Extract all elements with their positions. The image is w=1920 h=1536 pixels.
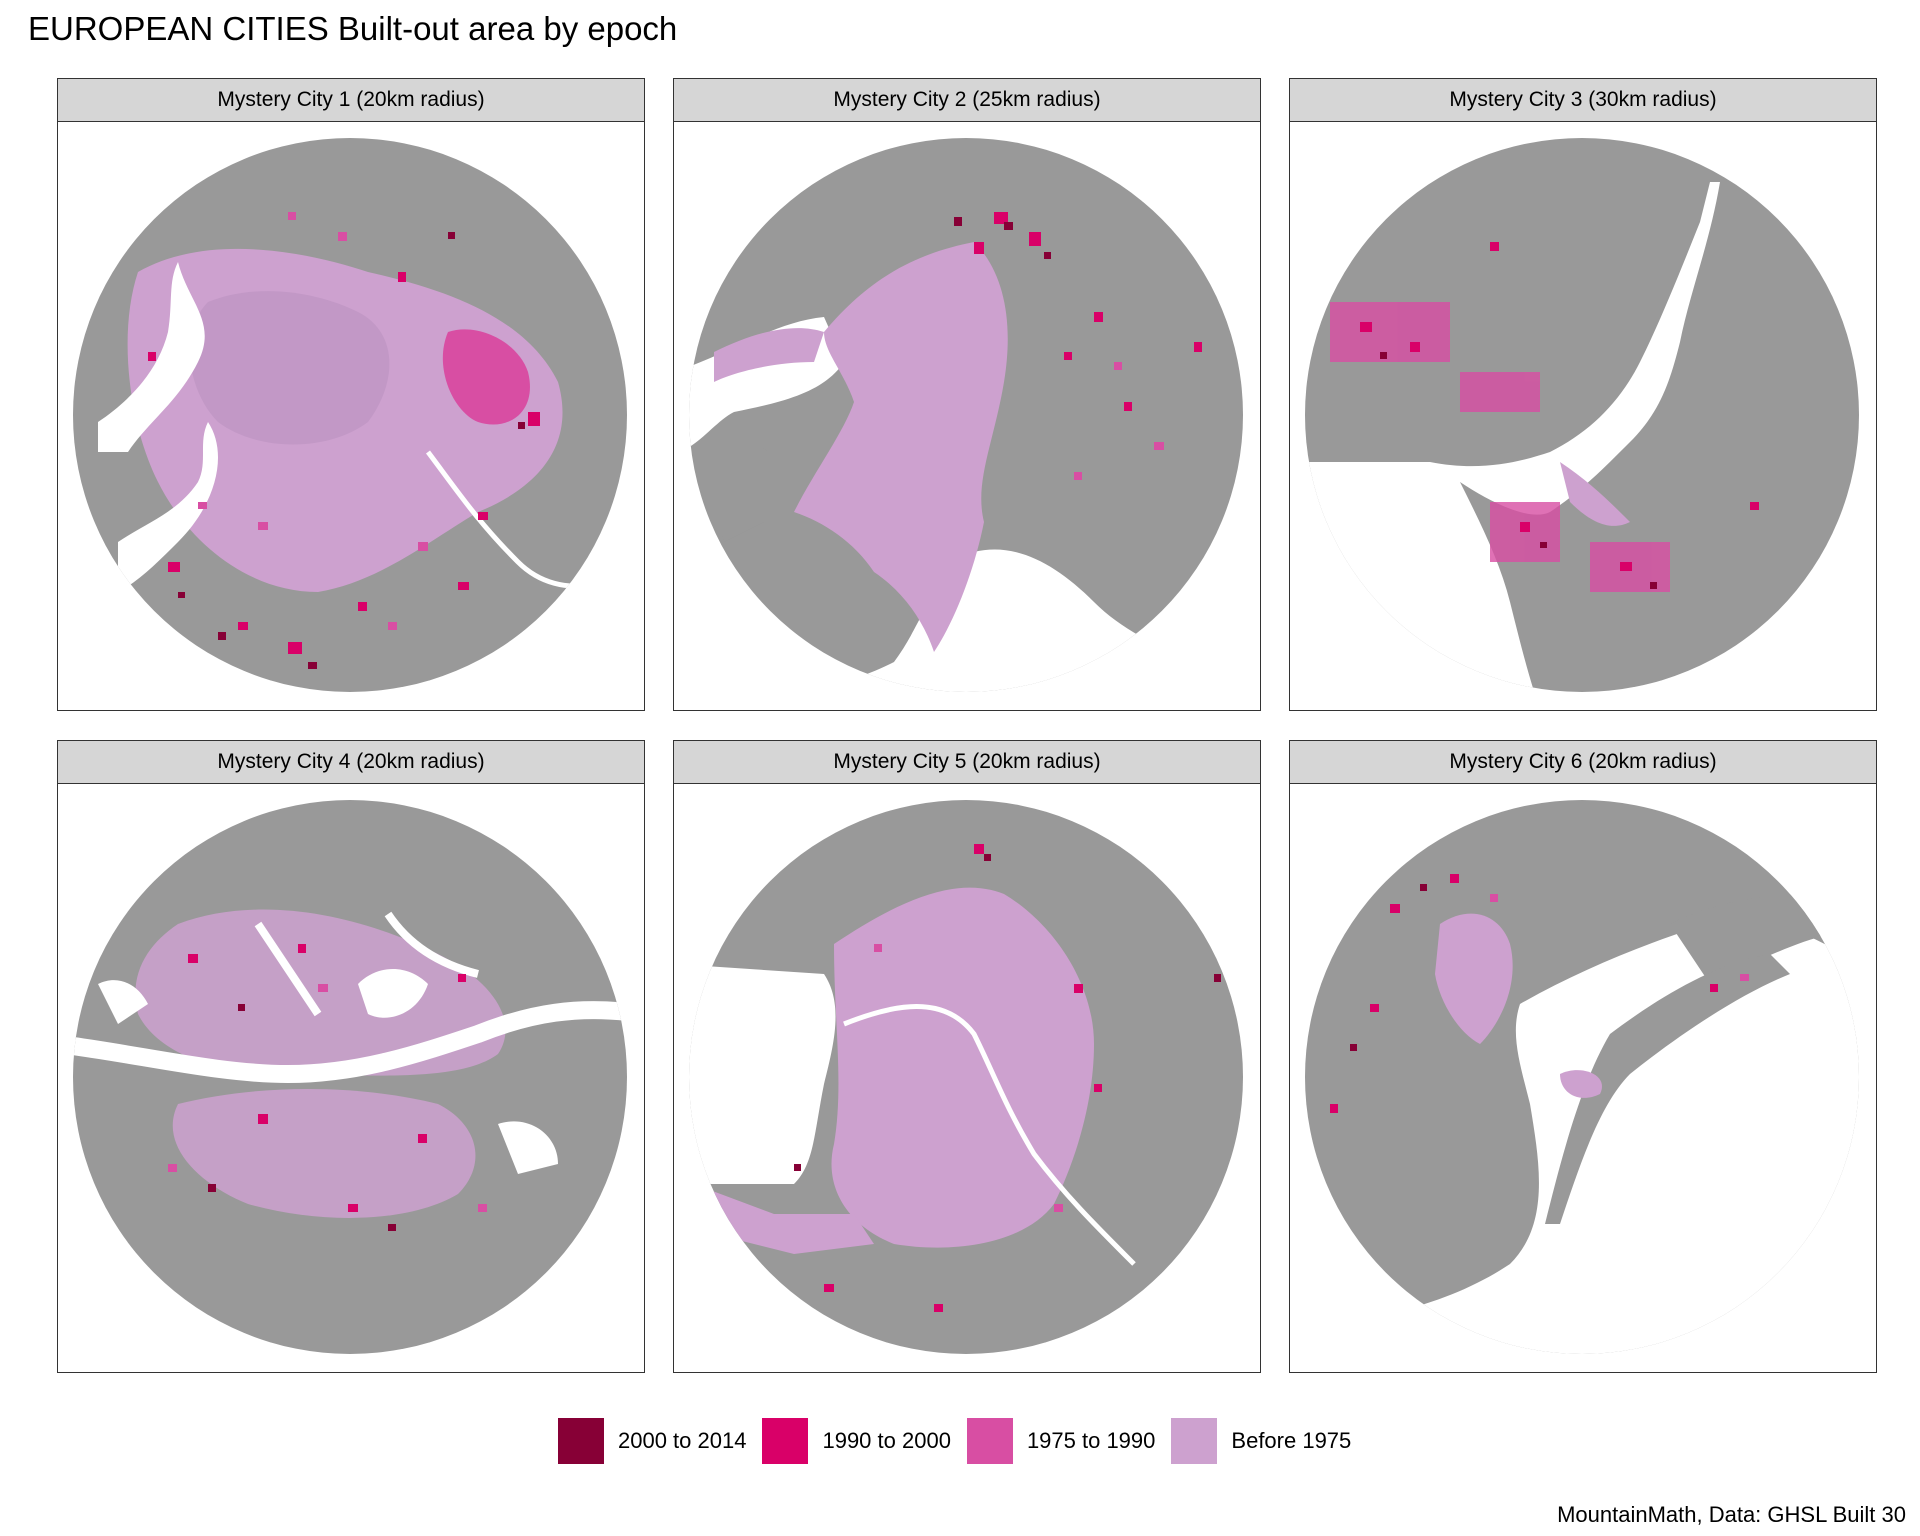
built-1975-1990-west [1330, 302, 1450, 362]
legend-label: Before 1975 [1231, 1428, 1352, 1453]
map-city-5 [689, 800, 1243, 1354]
lake-west [98, 262, 205, 452]
built-west-strip [714, 328, 824, 382]
legend-item-before-1975: Before 1975 [1171, 1418, 1351, 1464]
inlets [254, 911, 479, 1017]
built-before-1975-south [172, 1089, 476, 1218]
panel-strip-city-2: Mystery City 2 (25km radius) [674, 79, 1260, 122]
built-core [189, 291, 390, 445]
legend-swatch [558, 1418, 604, 1464]
map-city-4 [73, 800, 627, 1354]
lakes [98, 969, 558, 1174]
built-before-1975 [831, 887, 1094, 1248]
estuary [1305, 182, 1720, 515]
panel-strip-city-5: Mystery City 5 (20km radius) [674, 741, 1260, 784]
panel-city-5: Mystery City 5 (20km radius) [673, 740, 1261, 1373]
map-city-3 [1305, 138, 1859, 692]
mainland-east [1670, 894, 1830, 984]
river [843, 1004, 1136, 1266]
unbuilt-area [1305, 138, 1859, 692]
lake-southwest [118, 422, 218, 592]
legend-label: 2000 to 2014 [618, 1428, 747, 1453]
legend: 2000 to 2014 1990 to 2000 1975 to 1990 B… [558, 1418, 1367, 1464]
map-city-1 [73, 138, 627, 692]
gulf [689, 964, 836, 1184]
built-before-1975-north [135, 909, 506, 1076]
built-before-1975-island [1560, 462, 1630, 526]
built-1975-1990-east [442, 329, 530, 425]
panel-city-4: Mystery City 4 (20km radius) [57, 740, 645, 1373]
legend-swatch [1171, 1418, 1218, 1464]
panel-strip-city-1: Mystery City 1 (20km radius) [58, 79, 644, 122]
panel-city-3: Mystery City 3 (30km radius) [1289, 78, 1877, 711]
panel-strip-city-6: Mystery City 6 (20km radius) [1290, 741, 1876, 784]
legend-label: 1975 to 1990 [1026, 1428, 1156, 1453]
legend-swatch [966, 1418, 1013, 1464]
legend-item-2000-2014: 2000 to 2014 [558, 1418, 746, 1464]
legend-label: 1990 to 2000 [822, 1428, 951, 1453]
map-city-2 [689, 138, 1243, 692]
map-city-6 [1305, 800, 1859, 1354]
peninsula [704, 442, 784, 542]
chart-title: EUROPEAN CITIES Built-out area by epoch [28, 10, 678, 47]
panel-city-1: Mystery City 1 (20km radius) [57, 78, 645, 711]
panel-strip-city-4: Mystery City 4 (20km radius) [58, 741, 644, 784]
legend-swatch [762, 1418, 809, 1464]
caption: MountainMath, Data: GHSL Built 30 [1557, 1502, 1906, 1527]
water-channel [73, 1001, 627, 1084]
legend-item-1975-1990: 1975 to 1990 [966, 1418, 1156, 1464]
built-before-1975 [794, 242, 1008, 652]
built-before-1975-centre [1435, 913, 1513, 1044]
panel-city-6: Mystery City 6 (20km radius) [1289, 740, 1877, 1373]
legend-item-1990-2000: 1990 to 2000 [762, 1418, 951, 1464]
panel-strip-city-3: Mystery City 3 (30km radius) [1290, 79, 1876, 122]
panel-city-2: Mystery City 2 (25km radius) [673, 78, 1261, 711]
built-island [1560, 1070, 1602, 1098]
